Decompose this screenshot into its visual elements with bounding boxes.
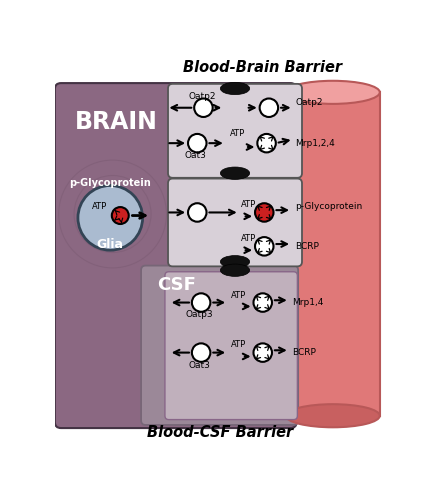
Text: Oatp2: Oatp2: [188, 92, 215, 102]
Text: ATP: ATP: [231, 340, 246, 349]
Ellipse shape: [220, 264, 250, 276]
Text: Blood-CSF Barrier: Blood-CSF Barrier: [147, 425, 294, 440]
Circle shape: [192, 294, 210, 312]
Text: ATP: ATP: [241, 200, 256, 209]
Circle shape: [255, 237, 273, 256]
FancyBboxPatch shape: [141, 266, 298, 425]
Ellipse shape: [286, 404, 380, 427]
Circle shape: [188, 203, 206, 222]
FancyBboxPatch shape: [170, 87, 251, 176]
Circle shape: [260, 98, 278, 117]
Circle shape: [194, 98, 213, 117]
FancyBboxPatch shape: [168, 84, 302, 178]
Ellipse shape: [286, 81, 380, 104]
Text: BCRP: BCRP: [295, 242, 319, 251]
Text: Mrp1,2,4: Mrp1,2,4: [295, 138, 335, 147]
Text: ATP: ATP: [92, 202, 107, 211]
FancyBboxPatch shape: [286, 92, 380, 415]
Ellipse shape: [220, 256, 250, 268]
Text: p-Glycoprotein: p-Glycoprotein: [69, 178, 151, 188]
Circle shape: [254, 294, 272, 312]
Circle shape: [255, 203, 273, 222]
Circle shape: [254, 344, 272, 362]
Text: Oat3: Oat3: [185, 151, 207, 160]
Text: Glia: Glia: [97, 238, 124, 252]
Circle shape: [188, 134, 206, 152]
Text: Oat3: Oat3: [189, 361, 211, 370]
Text: BCRP: BCRP: [292, 348, 316, 357]
FancyBboxPatch shape: [243, 87, 298, 176]
FancyBboxPatch shape: [168, 178, 302, 266]
Text: BRAIN: BRAIN: [75, 110, 158, 134]
Text: ATP: ATP: [241, 234, 256, 243]
Ellipse shape: [220, 82, 250, 94]
Circle shape: [257, 134, 276, 152]
Text: Mrp1,4: Mrp1,4: [292, 298, 323, 307]
Circle shape: [192, 344, 210, 362]
FancyBboxPatch shape: [165, 272, 298, 420]
Text: p-Glycoprotein: p-Glycoprotein: [295, 202, 362, 211]
Text: Oatp2: Oatp2: [295, 98, 322, 107]
Circle shape: [78, 186, 143, 250]
Text: Blood-Brain Barrier: Blood-Brain Barrier: [183, 60, 342, 75]
Circle shape: [112, 207, 129, 224]
FancyBboxPatch shape: [55, 83, 297, 428]
Text: ATP: ATP: [230, 128, 245, 138]
Text: CSF: CSF: [157, 276, 196, 294]
Ellipse shape: [220, 167, 250, 179]
Text: Oatp3: Oatp3: [186, 310, 213, 320]
Text: ATP: ATP: [231, 291, 246, 300]
